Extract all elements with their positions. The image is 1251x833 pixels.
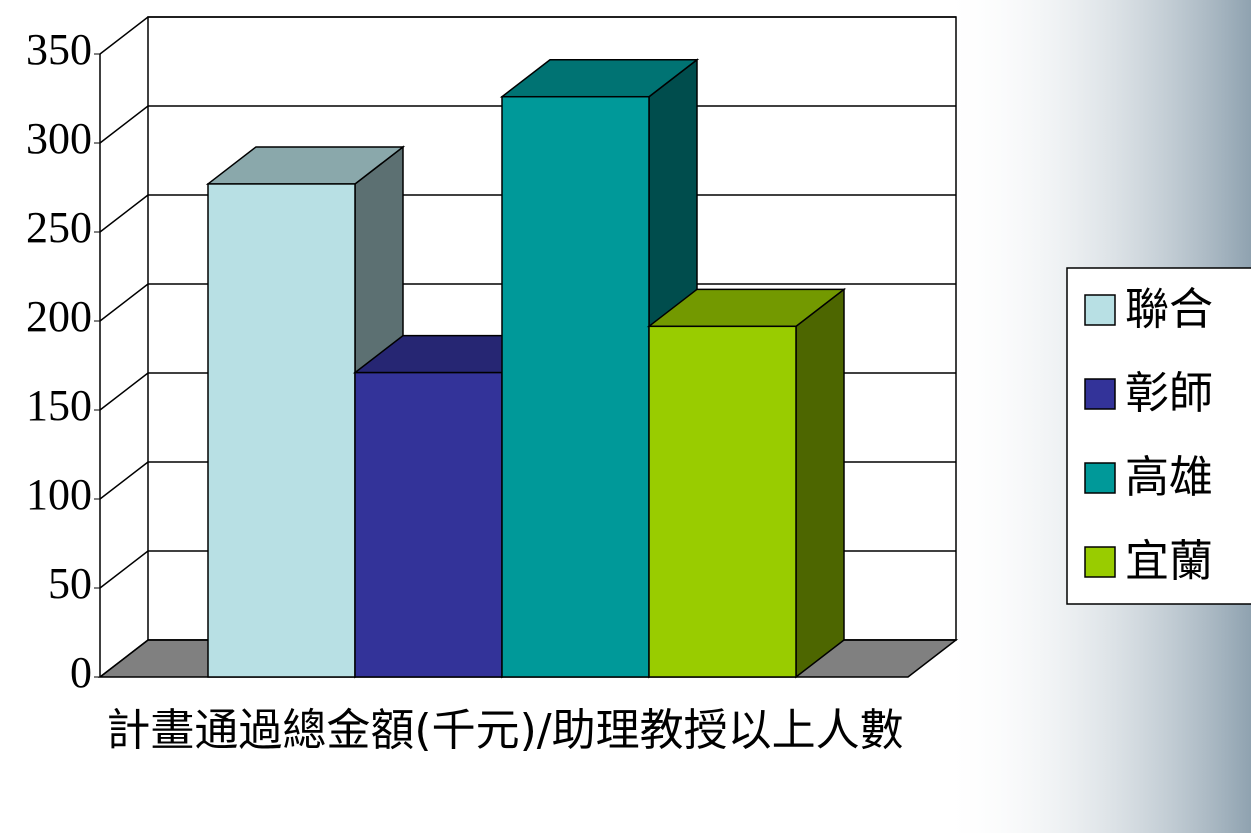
y-tick-label: 300	[26, 114, 92, 163]
grid-line	[99, 16, 956, 55]
legend-swatch	[1084, 546, 1116, 578]
bar	[501, 95, 650, 678]
legend-swatch	[1084, 462, 1116, 494]
category-label: 計畫通過總金額(千元)/助理教授以上人數	[106, 705, 904, 756]
legend-swatch	[1084, 294, 1116, 326]
y-tick-label: 150	[26, 381, 92, 430]
legend-label: 彰師	[1125, 368, 1213, 419]
legend-label: 宜蘭	[1125, 536, 1213, 587]
y-tick-label: 250	[26, 203, 92, 252]
y-tick-label: 200	[26, 292, 92, 341]
y-tick-label: 350	[26, 25, 92, 74]
y-tick-label: 100	[26, 470, 92, 519]
bar	[354, 371, 503, 678]
y-tick-label: 0	[70, 648, 92, 697]
bar	[207, 183, 356, 678]
legend-swatch	[1084, 378, 1116, 410]
legend-label: 高雄	[1125, 452, 1213, 503]
legend-label: 聯合	[1125, 284, 1213, 335]
bar-side	[795, 287, 845, 679]
bar	[648, 325, 797, 678]
y-tick-label: 50	[48, 559, 92, 608]
